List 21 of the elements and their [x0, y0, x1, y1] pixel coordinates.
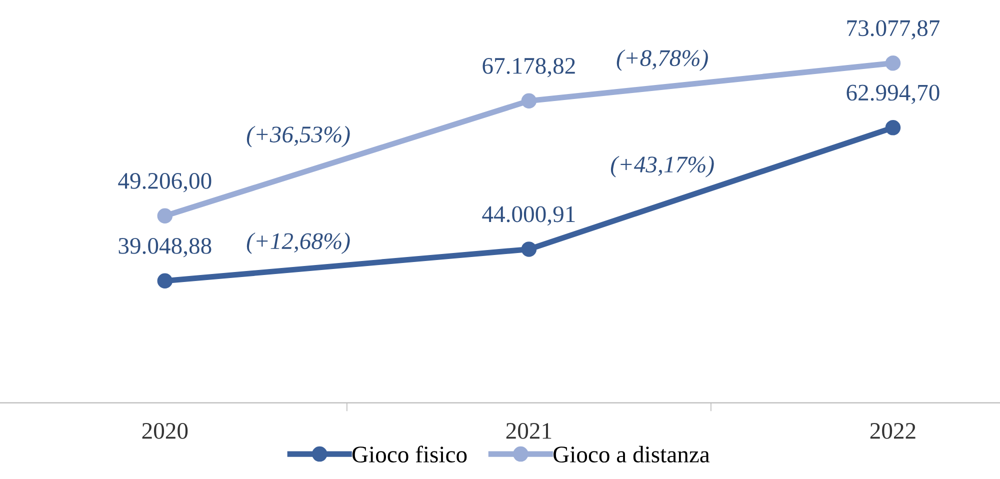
point [157, 273, 173, 289]
data-label: 73.077,87 [847, 20, 940, 40]
point [885, 56, 901, 71]
annotation: (+8,78%) [616, 50, 708, 71]
data-label: 49.206,00 [118, 172, 212, 192]
annotation: (+12,68%) [246, 232, 350, 254]
x-tick-label: 2020 [142, 422, 188, 439]
point [521, 93, 537, 109]
data-label: 44.000,91 [482, 206, 575, 226]
data-label: 39.048,88 [118, 238, 212, 258]
data-label: 62.994,70 [846, 84, 940, 104]
point [521, 242, 537, 257]
annotation: (+43,17%) [610, 156, 714, 178]
legend-label: Gioco fisico [352, 446, 467, 463]
legend-label: Gioco a distanza [554, 446, 710, 463]
annotation: (+36,53%) [246, 126, 350, 148]
x-tick-label: 2021 [506, 422, 552, 439]
x-tick-label: 2022 [870, 422, 916, 439]
point [157, 208, 173, 224]
data-label: 67.178,82 [482, 58, 575, 78]
point [885, 120, 901, 136]
